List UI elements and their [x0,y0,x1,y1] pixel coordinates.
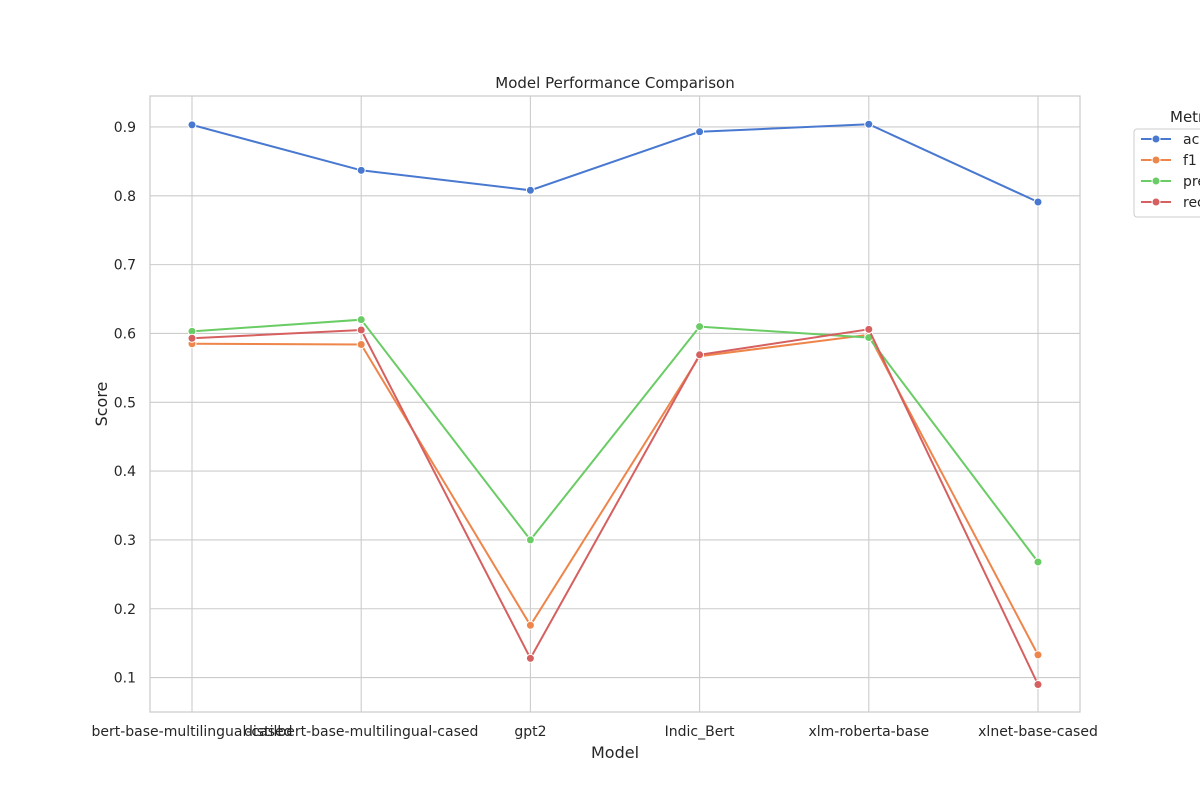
x-tick-label: distilbert-base-multilingual-cased [244,724,478,740]
legend-box [1133,128,1200,218]
legend-item: precision [1141,174,1200,190]
legend-label: recall [1183,195,1200,211]
chart-title: Model Performance Comparison [495,74,734,92]
x-tick-label: xlm-roberta-base [808,724,929,740]
legend-item: accuracy [1141,132,1200,148]
x-tick-label: xlnet-base-cased [978,724,1098,740]
legend-label: precision [1183,174,1200,190]
data-point [356,165,366,175]
x-tick-label: gpt2 [514,724,546,740]
data-point [695,350,705,360]
grid [150,96,1080,712]
legend-item: f1 [1141,153,1197,169]
legend-label: f1 [1183,153,1197,169]
x-tick-label: Indic_Bert [665,724,735,740]
legend-label: accuracy [1183,132,1200,148]
series-line [191,123,1039,203]
data-point [864,324,874,334]
legend-items: accuracy f1 precision recall [1141,132,1200,211]
y-tick-label: 0.3 [114,533,136,549]
y-axis-ticks: 0.1 0.2 0.3 0.4 0.5 0.6 0.7 0.8 0.9 [114,120,136,687]
x-tick-label: bert-base-multilingual-cased [91,724,292,740]
data-point [525,653,535,663]
y-tick-label: 0.8 [114,189,136,205]
series-accuracy [187,119,1043,207]
data-point [1033,197,1043,207]
legend-title: Metric [1170,108,1200,126]
data-point [187,333,197,343]
series-f1 [187,330,1043,660]
y-tick-label: 0.9 [114,120,136,136]
series-line [191,328,1039,685]
plot-area [149,95,1081,713]
series-line [191,333,1039,656]
y-tick-label: 0.4 [114,464,136,480]
x-axis-ticks: bert-base-multilingual-caseddistilbert-b… [91,724,1097,740]
legend-swatch-marker [1151,134,1161,144]
data-point [525,620,535,630]
data-point [525,185,535,195]
series-lines [187,119,1043,689]
y-tick-label: 0.7 [114,258,136,274]
data-point [187,120,197,130]
data-point [1033,679,1043,689]
series-recall [187,324,1043,689]
legend-swatch-marker [1151,176,1161,186]
y-tick-label: 0.5 [114,395,136,411]
data-point [525,535,535,545]
y-tick-label: 0.1 [114,671,136,687]
legend: Metric accuracy f1 precision recall [1133,108,1200,218]
data-point [356,315,366,325]
data-point [356,339,366,349]
series-precision [187,315,1043,567]
x-axis-title: Model [591,743,639,762]
data-point [695,322,705,332]
y-axis-title: Score [92,382,111,427]
data-point [356,325,366,335]
data-point [695,127,705,137]
legend-swatch-marker [1151,197,1161,207]
series-line [191,318,1039,563]
data-point [1033,557,1043,567]
data-point [864,119,874,129]
data-point [1033,650,1043,660]
y-tick-label: 0.6 [114,326,136,342]
y-tick-label: 0.2 [114,602,136,618]
legend-item: recall [1141,195,1200,211]
legend-swatch-marker [1151,155,1161,165]
